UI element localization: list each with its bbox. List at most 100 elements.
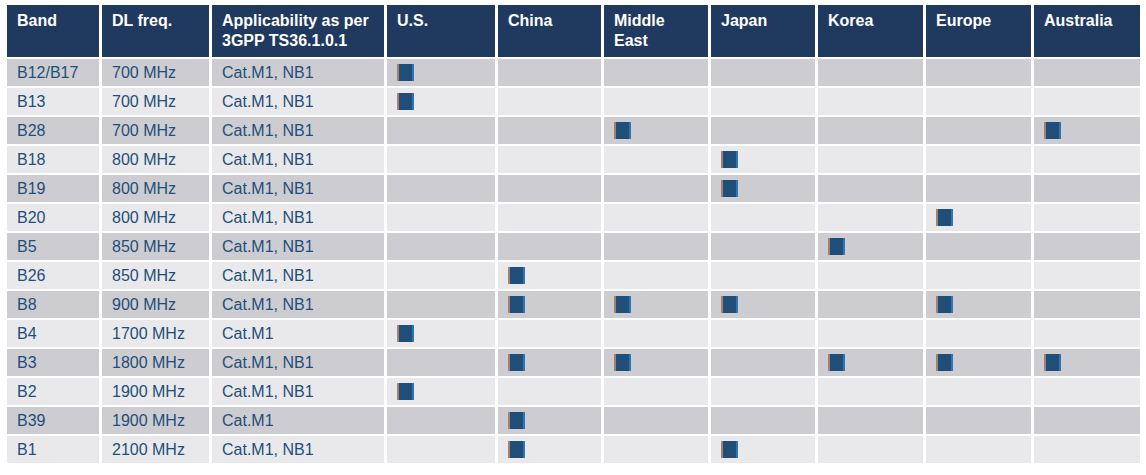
region-support-marker-icon [936, 296, 953, 313]
region-support-marker-icon [828, 354, 845, 371]
region-cell-korea [818, 349, 923, 376]
region-cell-europe [926, 320, 1031, 347]
applicability-cell: Cat.M1, NB1 [212, 146, 384, 173]
band-cell: B18 [7, 146, 99, 173]
region-cell-middle_east [604, 349, 708, 376]
region-cell-australia [1034, 378, 1140, 405]
region-cell-china [498, 262, 601, 289]
applicability-cell: Cat.M1 [212, 407, 384, 434]
dl_freq-cell: 700 MHz [102, 117, 209, 144]
region-cell-us [387, 291, 495, 318]
region-cell-europe [926, 407, 1031, 434]
region-cell-china [498, 233, 601, 260]
applicability-cell: Cat.M1, NB1 [212, 349, 384, 376]
dl_freq-cell: 1800 MHz [102, 349, 209, 376]
region-cell-china [498, 146, 601, 173]
column-header-europe: Europe [926, 5, 1031, 57]
region-support-marker-icon [721, 441, 738, 458]
region-cell-australia [1034, 262, 1140, 289]
table-row: B18800 MHzCat.M1, NB1 [7, 146, 1140, 173]
region-cell-korea [818, 88, 923, 115]
region-cell-australia [1034, 146, 1140, 173]
column-header-band: Band [7, 5, 99, 57]
applicability-cell: Cat.M1, NB1 [212, 262, 384, 289]
region-cell-australia [1034, 175, 1140, 202]
region-cell-japan [711, 378, 815, 405]
table-row: B391900 MHzCat.M1 [7, 407, 1140, 434]
table-row: B8900 MHzCat.M1, NB1 [7, 291, 1140, 318]
dl_freq-cell: 900 MHz [102, 291, 209, 318]
band-cell: B4 [7, 320, 99, 347]
region-cell-japan [711, 175, 815, 202]
region-cell-australia [1034, 320, 1140, 347]
column-header-label: U.S. [397, 12, 428, 29]
column-header-china: China [498, 5, 601, 57]
band-cell: B26 [7, 262, 99, 289]
column-header-korea: Korea [818, 5, 923, 57]
region-support-marker-icon [397, 93, 414, 110]
region-cell-middle_east [604, 320, 708, 347]
column-header-applicability: Applicability as per 3GPP TS36.1.0.1 [212, 5, 384, 57]
region-cell-us [387, 378, 495, 405]
table-row: B12100 MHzCat.M1, NB1 [7, 436, 1140, 463]
dl_freq-cell: 850 MHz [102, 262, 209, 289]
region-support-marker-icon [508, 354, 525, 371]
region-cell-japan [711, 204, 815, 231]
column-header-dl_freq: DL freq. [102, 5, 209, 57]
region-cell-korea [818, 59, 923, 86]
region-cell-korea [818, 436, 923, 463]
region-cell-china [498, 407, 601, 434]
region-cell-europe [926, 262, 1031, 289]
region-cell-europe [926, 233, 1031, 260]
region-cell-middle_east [604, 233, 708, 260]
column-header-us: U.S. [387, 5, 495, 57]
region-cell-us [387, 59, 495, 86]
dl_freq-cell: 800 MHz [102, 146, 209, 173]
band-cell: B12/B17 [7, 59, 99, 86]
region-cell-europe [926, 175, 1031, 202]
region-support-marker-icon [1044, 122, 1061, 139]
region-support-marker-icon [397, 383, 414, 400]
region-support-marker-icon [508, 441, 525, 458]
region-support-marker-icon [614, 296, 631, 313]
region-cell-japan [711, 262, 815, 289]
band-cell: B2 [7, 378, 99, 405]
applicability-cell: Cat.M1, NB1 [212, 204, 384, 231]
region-cell-europe [926, 59, 1031, 86]
region-cell-australia [1034, 291, 1140, 318]
region-cell-middle_east [604, 146, 708, 173]
region-cell-china [498, 204, 601, 231]
region-cell-australia [1034, 88, 1140, 115]
region-support-marker-icon [508, 267, 525, 284]
region-cell-middle_east [604, 291, 708, 318]
region-cell-us [387, 233, 495, 260]
dl_freq-cell: 850 MHz [102, 233, 209, 260]
page: BandDL freq.Applicability as per 3GPP TS… [0, 3, 1146, 475]
region-cell-japan [711, 291, 815, 318]
dl_freq-cell: 700 MHz [102, 59, 209, 86]
header-row: BandDL freq.Applicability as per 3GPP TS… [7, 5, 1140, 57]
dl_freq-cell: 1700 MHz [102, 320, 209, 347]
column-header-label: Korea [828, 12, 873, 29]
region-cell-australia [1034, 349, 1140, 376]
region-cell-korea [818, 175, 923, 202]
band-cell: B13 [7, 88, 99, 115]
region-cell-middle_east [604, 59, 708, 86]
column-header-label: Middle East [614, 11, 676, 51]
region-cell-china [498, 88, 601, 115]
region-cell-europe [926, 378, 1031, 405]
region-cell-us [387, 88, 495, 115]
region-cell-us [387, 436, 495, 463]
region-cell-japan [711, 59, 815, 86]
applicability-cell: Cat.M1, NB1 [212, 175, 384, 202]
region-cell-china [498, 117, 601, 144]
region-cell-australia [1034, 407, 1140, 434]
region-support-marker-icon [1044, 354, 1061, 371]
band-cell: B1 [7, 436, 99, 463]
region-cell-japan [711, 233, 815, 260]
region-support-marker-icon [721, 180, 738, 197]
table-row: B41700 MHzCat.M1 [7, 320, 1140, 347]
table-row: B31800 MHzCat.M1, NB1 [7, 349, 1140, 376]
table-row: B28700 MHzCat.M1, NB1 [7, 117, 1140, 144]
region-cell-us [387, 320, 495, 347]
